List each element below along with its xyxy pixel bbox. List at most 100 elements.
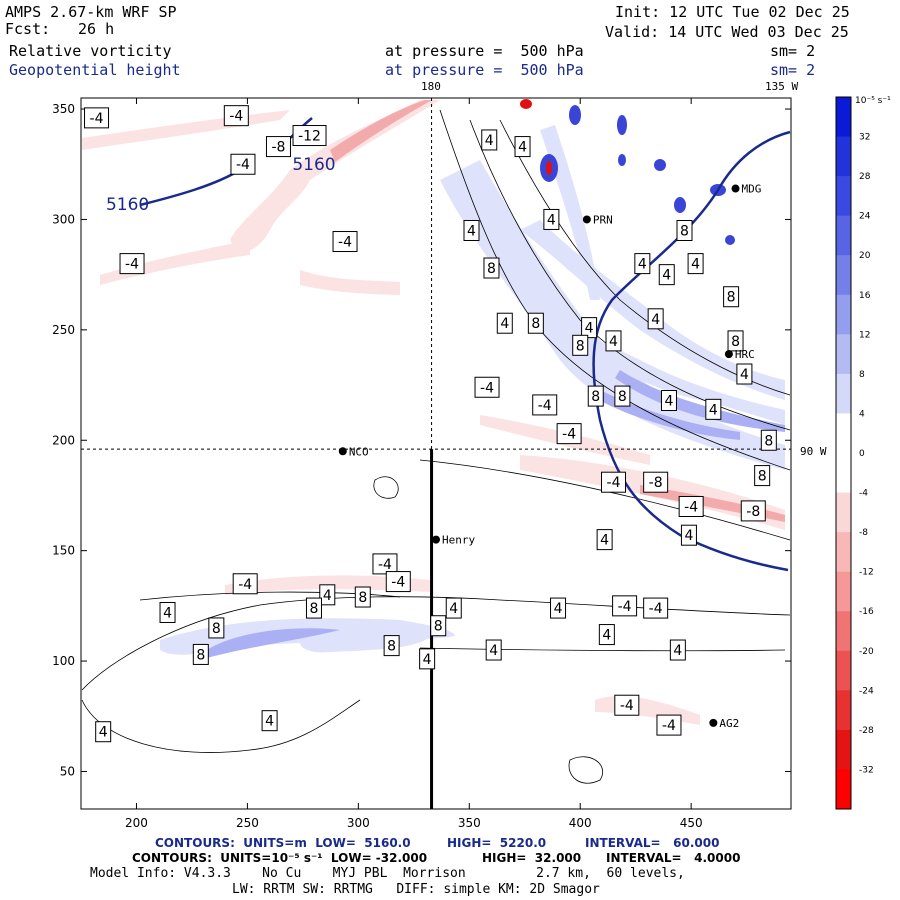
vorticity-label: -8 [265, 136, 291, 158]
y-tick-label: 150 [52, 544, 75, 558]
vorticity-label-box [463, 219, 480, 241]
station-marker [731, 184, 740, 193]
vorticity-label-box [481, 129, 498, 151]
vorticity-label-box [496, 312, 513, 334]
footer-vort-contours: CONTOURS: UNITS=10⁻⁵ s⁻¹ LOW= -32.000 [132, 851, 428, 865]
valid-time: Valid: 14 UTC Wed 03 Dec 25 [605, 23, 849, 41]
colorbar-tick-label: -12 [859, 568, 874, 578]
vorticity-label-text: 4 [691, 257, 700, 273]
vorticity-label-text: -4 [378, 557, 392, 573]
vorticity-label: 8 [587, 385, 604, 407]
vorticity-label-text: 8 [531, 316, 540, 332]
vorticity-label-box [527, 312, 544, 334]
vorticity-label-text: 8 [758, 469, 767, 485]
station-marker [582, 215, 591, 224]
vorticity-label-text: -4 [618, 599, 632, 615]
vorticity-label: 4 [481, 129, 498, 151]
colorbar-swatch [836, 255, 851, 296]
y-tick-label: 200 [52, 433, 75, 447]
colorbar-tick-label: 4 [859, 409, 865, 419]
vorticity-label-box [319, 584, 336, 606]
colorbar-swatch [836, 571, 851, 612]
vorticity-label: 4 [419, 648, 436, 670]
vorticity-label: -4 [612, 595, 638, 617]
vorticity-label-box [208, 617, 225, 639]
vorticity-label-box [587, 385, 604, 407]
vorticity-label-box [192, 643, 209, 665]
colorbar-swatch [836, 729, 851, 770]
vorticity-label-box [605, 330, 622, 352]
colorbar-swatch [836, 492, 851, 533]
x-tick-label: 200 [125, 816, 148, 830]
vorticity-label-text: -4 [684, 499, 698, 515]
vorticity-label: -4 [84, 107, 110, 129]
vorticity-label-text: 8 [310, 601, 319, 617]
footer-height-interval: INTERVAL= 60.000 [585, 836, 720, 850]
colorbar-swatch [836, 532, 851, 573]
vorticity-label-text: 4 [323, 588, 332, 604]
vorticity-label: 8 [483, 257, 500, 279]
vorticity-label-text: 4 [740, 367, 749, 383]
x-tick-label: 450 [680, 816, 703, 830]
colorbar: 10⁻⁵ s⁻¹ 32 28 24 20 16 12 8 4 0 -4 -8 -12 -16 -20 -24… [835, 96, 891, 810]
vorticity-label-text: 8 [618, 389, 627, 405]
colorbar-swatch [836, 413, 851, 454]
vorticity-label-text: 4 [585, 321, 594, 337]
vorticity-label-box [305, 597, 322, 619]
vorticity-label-box [265, 136, 291, 158]
colorbar-swatch [836, 294, 851, 335]
colorbar-tick-label: 24 [859, 212, 871, 222]
vorticity-label-text: -4 [662, 718, 676, 734]
x-tick-label: 350 [458, 816, 481, 830]
vorticity-label: 4 [669, 639, 686, 661]
field2-smoothing: sm= 2 [770, 61, 816, 79]
vorticity-label-box [656, 714, 682, 736]
vorticity-label-text: 4 [684, 528, 693, 544]
vorticity-label-box [727, 330, 744, 352]
vorticity-label-box [385, 571, 411, 593]
vorticity-label: -4 [532, 394, 558, 416]
vorticity-label-box [119, 253, 145, 275]
footer-physics-info: LW: RRTM SW: RRTMG DIFF: simple KM: 2D S… [232, 882, 600, 897]
meridian-90w-label: 90 W [800, 445, 827, 458]
vorticity-label-text: -8 [271, 140, 285, 156]
footer-model-info: Model Info: V4.3.3 No Cu MYJ PBL Morriso… [90, 866, 685, 881]
x-tick-label: 250 [236, 816, 259, 830]
vorticity-label: -4 [230, 153, 256, 175]
footer-vort-high: HIGH= 32.000 [482, 851, 582, 865]
shading-layer [81, 99, 791, 784]
vorticity-label-box [723, 286, 740, 308]
y-tick-label: 350 [52, 102, 75, 116]
vorticity-label-text: -4 [125, 257, 139, 273]
vorticity-label: 8 [527, 312, 544, 334]
station-marker [432, 535, 440, 544]
vorticity-label: -4 [614, 694, 640, 716]
vorticity-label-text: 4 [265, 714, 274, 730]
vorticity-label-text: 4 [638, 257, 647, 273]
vorticity-label: 4 [159, 601, 176, 623]
vorticity-label: 4 [550, 597, 567, 619]
colorbar-swatch [836, 334, 851, 375]
vorticity-label: -4 [474, 376, 500, 398]
vorticity-label: 4 [736, 363, 753, 385]
vorticity-label: 4 [596, 529, 613, 551]
y-tick-label: 300 [52, 212, 75, 226]
vorticity-label: 8 [192, 643, 209, 665]
field1-smoothing: sm= 2 [770, 42, 816, 60]
vorticity-label-box [354, 586, 371, 608]
vorticity-label-text: 4 [554, 601, 563, 617]
vorticity-label-box [643, 471, 669, 493]
y-tick-label: 100 [52, 654, 75, 668]
vorticity-label-box [532, 394, 558, 416]
colorbar-swatch [836, 373, 851, 414]
vorticity-label-box [230, 153, 256, 175]
vorticity-label: 4 [705, 398, 722, 420]
vorticity-label-box [680, 524, 697, 546]
vorticity-label-text: -4 [607, 475, 621, 491]
station-marker [338, 447, 347, 456]
vorticity-label: 4 [485, 639, 502, 661]
axes: 200 250 300 350 400 450 50 100 150 200 250 300 350 [52, 98, 791, 830]
vorticity-label-box [485, 639, 502, 661]
footer-height-high: HIGH= 5220.0 [447, 836, 547, 850]
vorticity-label: 4 [319, 584, 336, 606]
